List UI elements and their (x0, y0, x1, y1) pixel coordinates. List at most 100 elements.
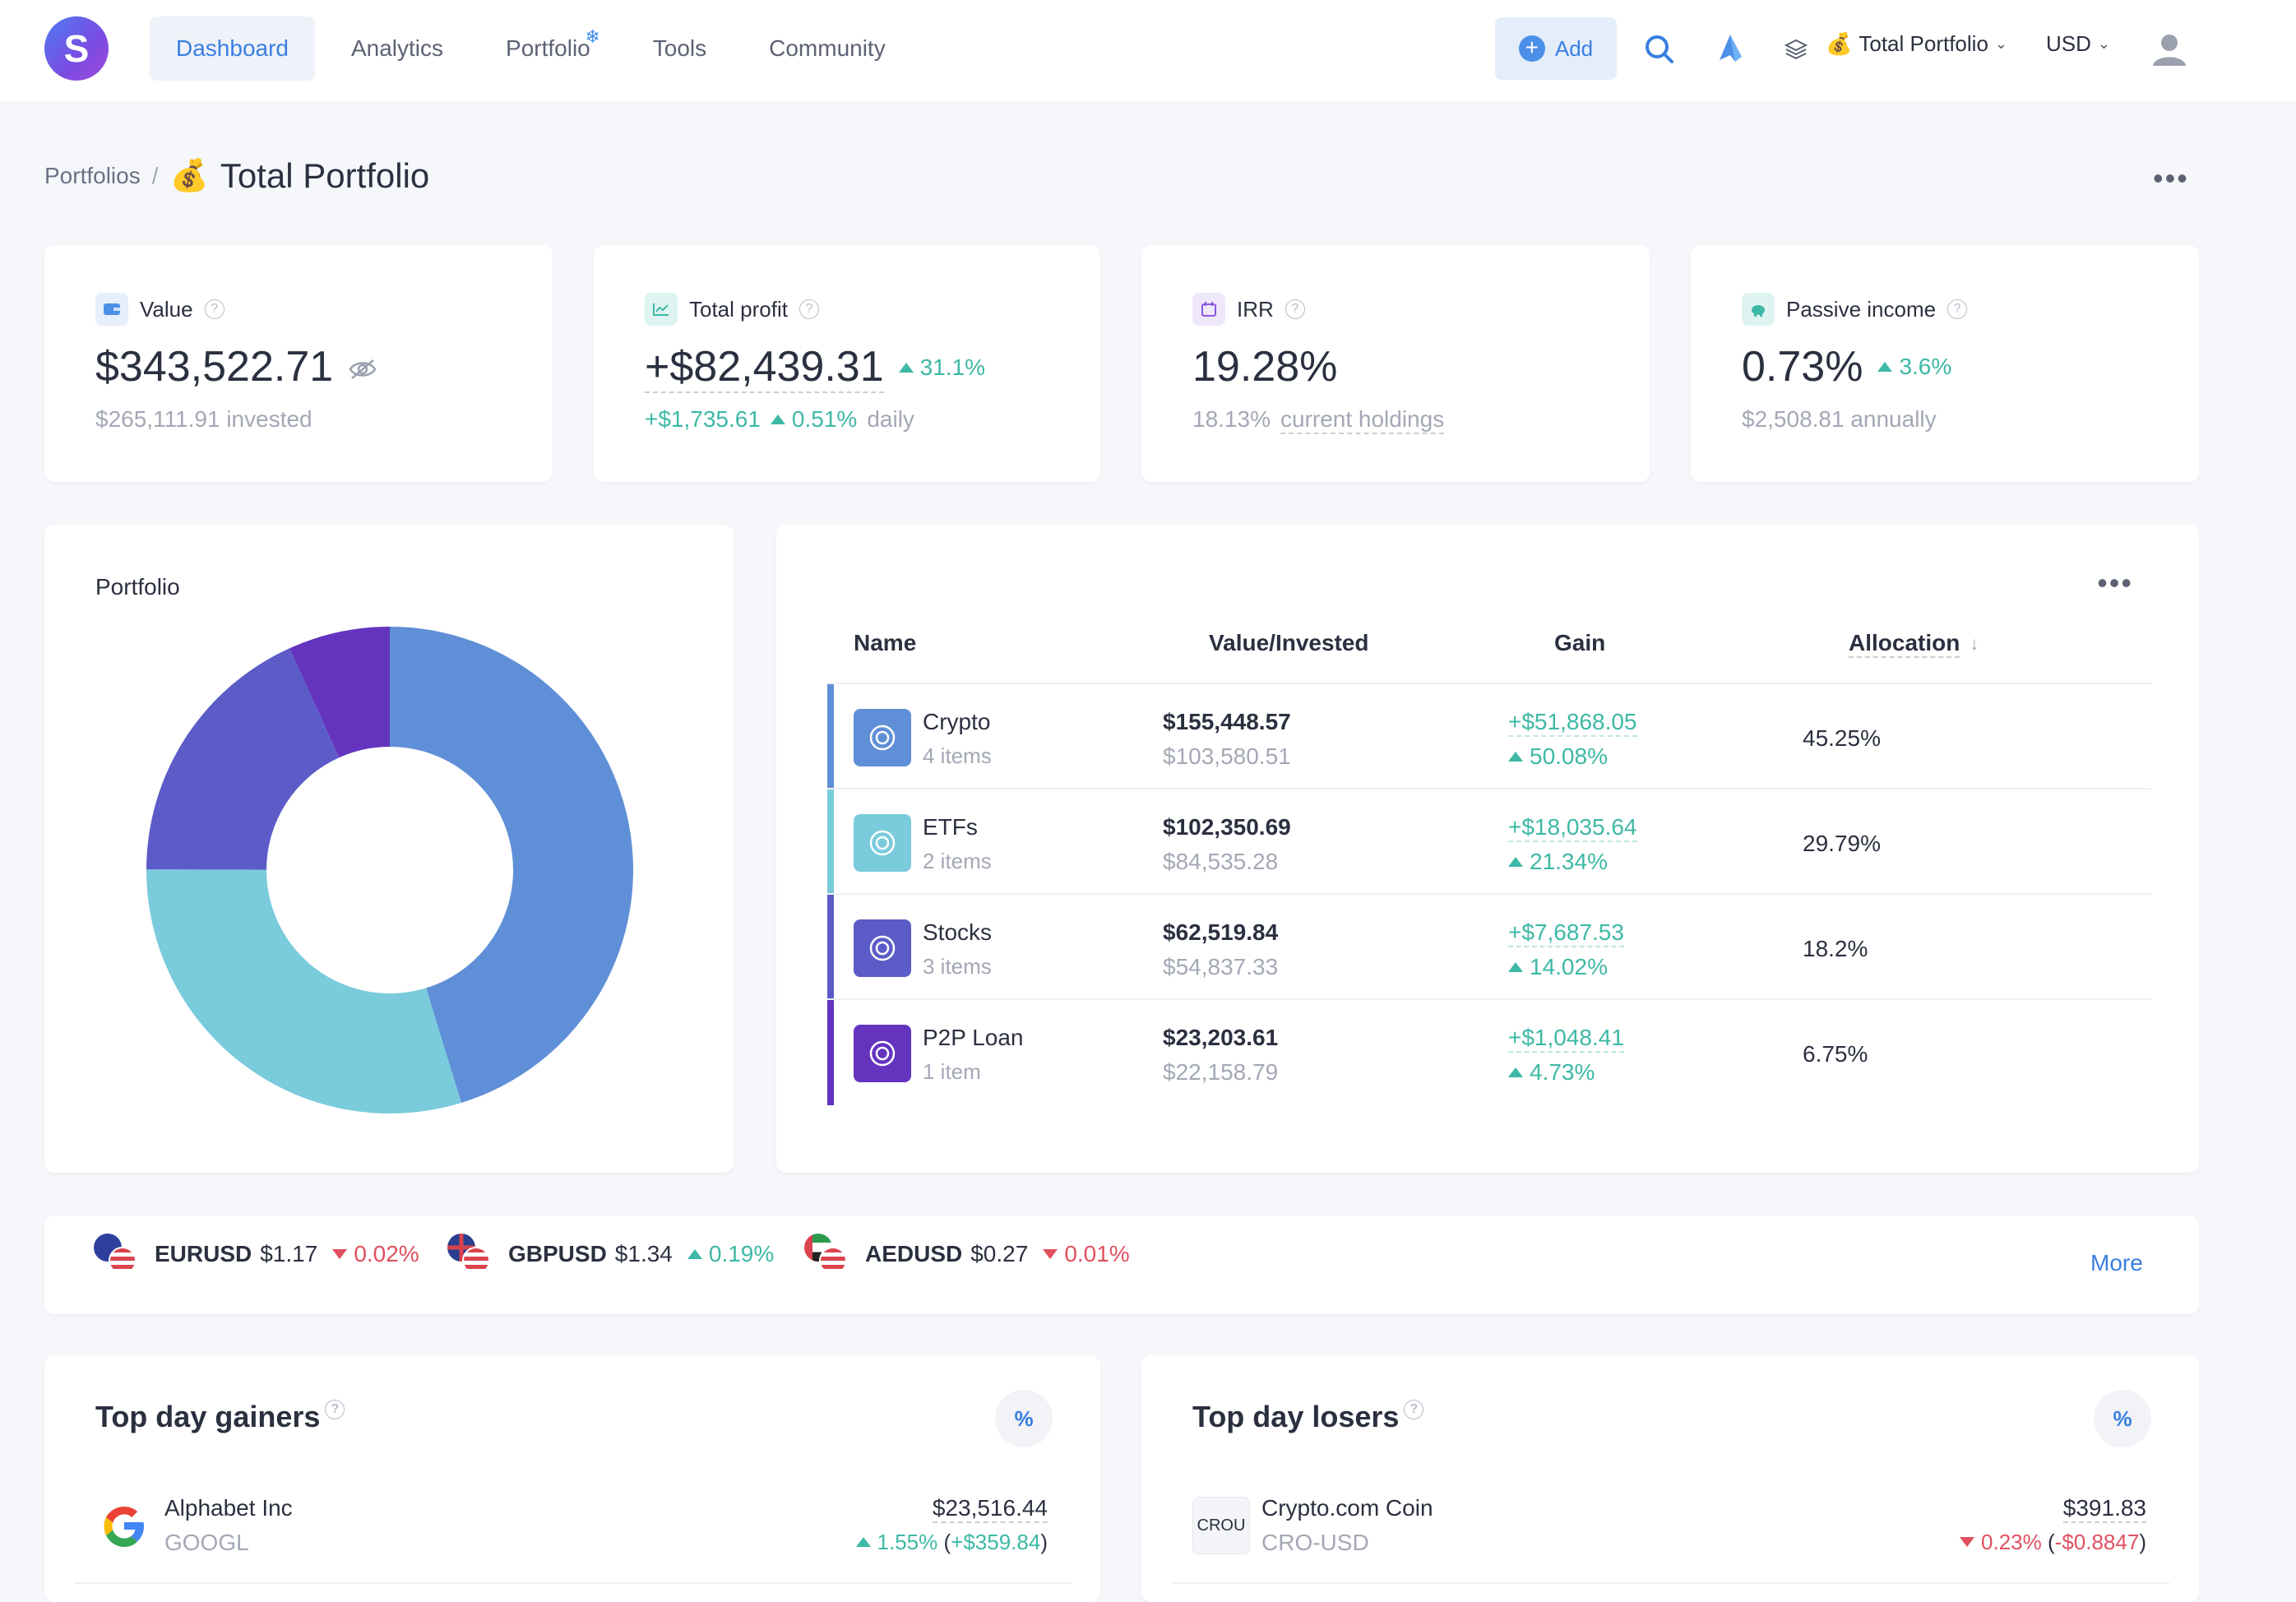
google-logo-icon (95, 1497, 153, 1554)
arrow-down-icon (1043, 1249, 1058, 1259)
nav-tools[interactable]: Tools (652, 35, 707, 61)
currency-selector[interactable]: USD ⌄ (2046, 31, 2110, 57)
fx-item-eurusd[interactable]: EURUSD $1.17 0.02% (94, 1234, 419, 1275)
row-gain[interactable]: +$18,035.64 (1508, 814, 1637, 842)
stat-value-row: $343,522.71 (95, 342, 377, 391)
table-row[interactable]: Crypto 4 items $155,448.57 $103,580.51 +… (827, 683, 2151, 789)
table-row[interactable]: P2P Loan 1 item $23,203.61 $22,158.79 +$… (827, 998, 2151, 1105)
daily-profit-row: +$1,735.61 0.51% daily (645, 406, 914, 433)
table-row[interactable]: ETFs 2 items $102,350.69 $84,535.28 +$18… (827, 788, 2151, 895)
row-name: P2P Loan (923, 1025, 1024, 1050)
row-allocation: 18.2% (1803, 936, 1868, 961)
fx-change-pct: 0.19% (708, 1241, 775, 1266)
layers-icon[interactable] (1776, 30, 1816, 69)
app-logo[interactable]: S (44, 16, 109, 81)
money-bag-icon: 💰 (169, 159, 209, 193)
snowflake-icon: ❄ (585, 26, 600, 47)
arrow-up-icon (898, 363, 914, 373)
top-gainers-card: Top day gainers ? % Alphabet Inc GOOGL $… (44, 1355, 1100, 1602)
page-more-icon[interactable]: ••• (2153, 161, 2189, 195)
mover-price[interactable]: $23,516.44 (932, 1495, 1048, 1523)
fx-more-link[interactable]: More (2090, 1250, 2143, 1276)
row-gain-pct: 50.08% (1530, 743, 1608, 769)
donut-slice-p2p-loan[interactable] (289, 627, 390, 758)
nav-portfolio[interactable]: Portfolio ❄ (479, 16, 617, 81)
mover-change-pct: 1.55% (877, 1530, 938, 1554)
donut-slice-stocks[interactable] (146, 648, 340, 870)
row-gain[interactable]: +$1,048.41 (1508, 1025, 1624, 1053)
table-row[interactable]: Stocks 3 items $62,519.84 $54,837.33 +$7… (827, 893, 2151, 1000)
help-icon[interactable]: ? (799, 299, 819, 319)
stat-value-row: 0.73% 3.6% (1742, 342, 1951, 391)
help-icon[interactable]: ? (1947, 299, 1968, 319)
piggy-bank-icon (1742, 293, 1775, 326)
donut-slice-crypto[interactable] (390, 627, 633, 1103)
fx-price: $1.17 (260, 1241, 318, 1266)
percent-toggle-button[interactable]: % (2094, 1390, 2151, 1447)
top-navigation-bar: S Dashboard Analytics Portfolio ❄ Tools … (0, 0, 2296, 102)
mover-change: 0.23% (-$0.8847) (1960, 1530, 2146, 1555)
mover-name[interactable]: Crypto.com Coin (1261, 1495, 1433, 1521)
fx-change: 0.19% (687, 1241, 774, 1267)
eu-us-flag-icon (94, 1234, 143, 1275)
nav-analytics[interactable]: Analytics (350, 35, 444, 61)
arrow-up-icon (687, 1249, 702, 1259)
row-gain[interactable]: +$7,687.53 (1508, 919, 1624, 947)
stat-label-text: Total profit (689, 296, 788, 322)
column-header-gain[interactable]: Gain (1554, 630, 1606, 655)
add-button[interactable]: + Add (1495, 17, 1617, 80)
passive-change: 3.6% (1877, 354, 1951, 380)
arrow-down-icon (1960, 1537, 1975, 1547)
row-items: 3 items (923, 954, 992, 979)
mover-change-pct: 0.23% (1981, 1530, 2042, 1554)
nav-dashboard[interactable]: Dashboard (150, 16, 315, 81)
portfolio-selector[interactable]: 💰 Total Portfolio ⌄ (1826, 31, 2007, 57)
row-allocation: 6.75% (1803, 1041, 1868, 1067)
row-value: $155,448.57 (1163, 709, 1291, 734)
row-color-bar (827, 684, 834, 789)
chevron-down-icon: ⌄ (1994, 35, 2007, 52)
mover-name[interactable]: Alphabet Inc (164, 1495, 293, 1521)
row-gain[interactable]: +$51,868.05 (1508, 709, 1637, 737)
fx-item-gbpusd[interactable]: GBPUSD $1.34 0.19% (447, 1234, 774, 1275)
group-icon (854, 1025, 911, 1082)
stat-card-value: Value ? $343,522.71 $265,111.91 invested (44, 245, 553, 482)
column-header-allocation-wrap[interactable]: Allocation ↓ (1849, 630, 1979, 658)
help-icon[interactable]: ? (204, 299, 225, 319)
help-icon[interactable]: ? (325, 1400, 345, 1419)
stat-card-passive-income: Passive income ? 0.73% 3.6% $2,508.81 an… (1691, 245, 2199, 482)
help-icon[interactable]: ? (1285, 299, 1305, 319)
search-icon[interactable] (1640, 30, 1679, 69)
row-name: Crypto (923, 709, 991, 734)
column-header-name[interactable]: Name (854, 630, 917, 655)
column-header-value[interactable]: Value/Invested (1209, 630, 1369, 655)
currency-selector-label: USD (2046, 31, 2091, 56)
table-more-icon[interactable]: ••• (2097, 566, 2133, 600)
stat-label-value: Value ? (95, 293, 225, 326)
mover-price[interactable]: $391.83 (2062, 1495, 2146, 1523)
stat-label-passive: Passive income ? (1742, 293, 1968, 326)
row-items: 2 items (923, 849, 992, 873)
percent-toggle-button[interactable]: % (995, 1390, 1053, 1447)
total-profit-value[interactable]: +$82,439.31 (645, 342, 884, 393)
sparkle-icon[interactable] (1710, 30, 1750, 69)
donut-slice-etfs[interactable] (146, 869, 461, 1114)
nav-community[interactable]: Community (769, 35, 886, 61)
current-holdings-link[interactable]: current holdings (1280, 406, 1445, 434)
breadcrumb-portfolios-link[interactable]: Portfolios (44, 163, 141, 188)
row-gain-pct: 4.73% (1530, 1059, 1595, 1085)
fx-item-aedusd[interactable]: AEDUSD $0.27 0.01% (804, 1234, 1130, 1275)
mover-change-amount: -$0.8847 (2054, 1530, 2140, 1554)
top-losers-card: Top day losers ? % CROU Crypto.com Coin … (1141, 1355, 2199, 1602)
row-gain-pct-wrap: 21.34% (1508, 849, 1608, 875)
group-icon (854, 814, 911, 872)
user-avatar-icon[interactable] (2150, 30, 2189, 69)
row-name: Stocks (923, 919, 993, 945)
row-gain-pct-wrap: 14.02% (1508, 954, 1608, 980)
sort-down-icon: ↓ (1970, 633, 1979, 654)
portfolio-donut-chart (146, 627, 633, 1114)
arrow-up-icon (1508, 752, 1523, 762)
help-icon[interactable]: ? (1404, 1400, 1424, 1419)
eye-hidden-icon[interactable] (348, 342, 377, 391)
column-header-allocation: Allocation (1849, 630, 1960, 658)
